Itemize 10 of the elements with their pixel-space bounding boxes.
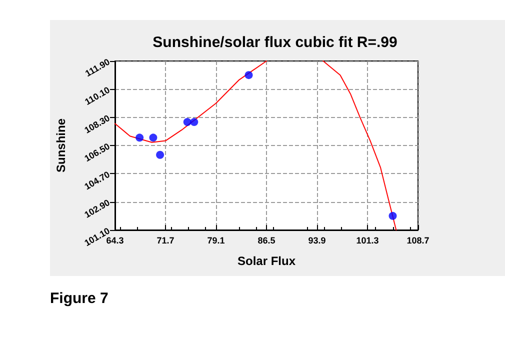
x-tick-label: 86.5	[258, 236, 276, 246]
x-tick-label: 93.9	[308, 236, 326, 246]
caption: Figure 7	[50, 290, 108, 307]
x-tick-label: 108.7	[406, 236, 430, 246]
x-axis-title: Solar Flux	[237, 254, 296, 268]
x-tick-label: 79.1	[207, 236, 225, 246]
y-axis-title: Sunshine	[54, 118, 68, 173]
x-tick-label: 71.7	[156, 236, 174, 246]
x-tick-label: 101.3	[356, 236, 379, 246]
chart-title: Sunshine/solar flux cubic fit R=.99	[152, 34, 398, 51]
